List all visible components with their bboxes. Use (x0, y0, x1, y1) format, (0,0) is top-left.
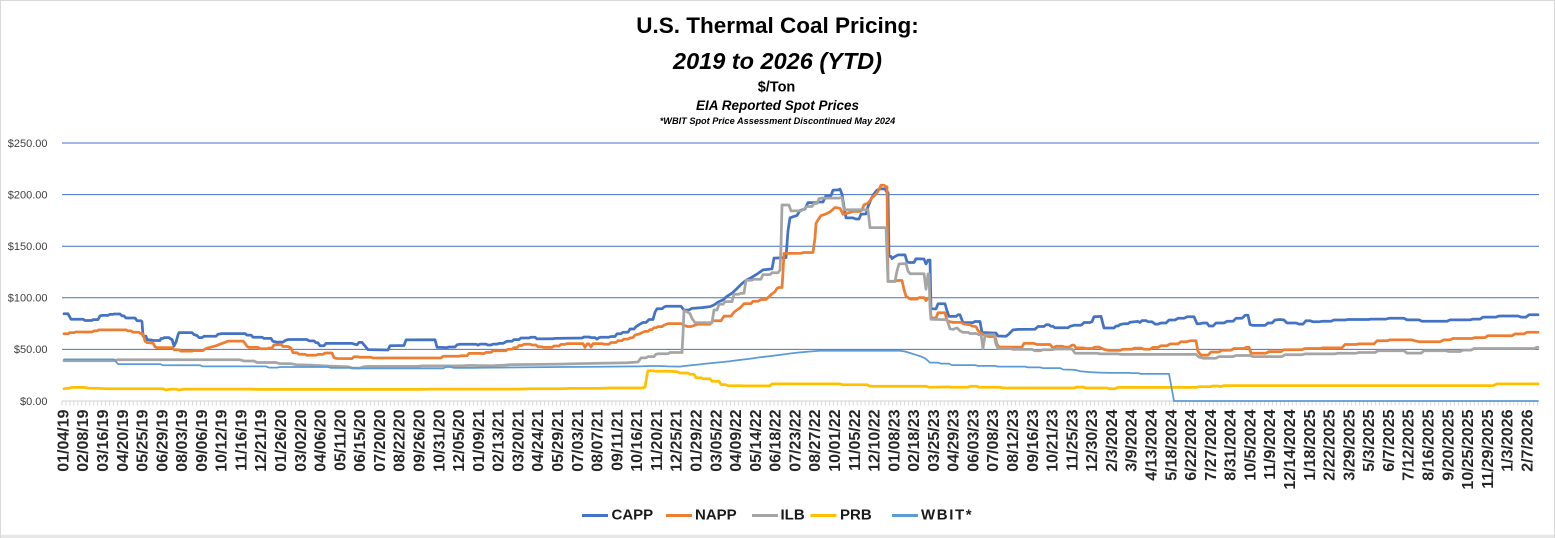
svg-text:8/16/2025: 8/16/2025 (1421, 409, 1438, 480)
svg-text:NAPP: NAPP (695, 507, 737, 524)
svg-text:*WBIT Spot Price Assessment Di: *WBIT Spot Price Assessment Discontinued… (660, 116, 896, 126)
svg-text:12/21/19: 12/21/19 (253, 409, 270, 471)
svg-text:03/16/19: 03/16/19 (95, 409, 112, 471)
svg-text:2019 to 2026 (YTD): 2019 to 2026 (YTD) (672, 48, 882, 74)
svg-text:EIA Reported Spot Prices: EIA Reported Spot Prices (696, 98, 860, 113)
svg-text:6/7/2025: 6/7/2025 (1381, 409, 1398, 471)
svg-text:8/31/2024: 8/31/2024 (1223, 409, 1240, 480)
svg-text:11/29/2025: 11/29/2025 (1480, 409, 1497, 488)
svg-text:$100.00: $100.00 (8, 293, 48, 305)
svg-text:05/25/19: 05/25/19 (135, 409, 152, 471)
svg-text:01/29/22: 01/29/22 (689, 409, 706, 471)
svg-text:12/25/21: 12/25/21 (669, 409, 686, 471)
svg-text:09/16/23: 09/16/23 (1025, 409, 1042, 471)
svg-text:1/18/2025: 1/18/2025 (1302, 409, 1319, 480)
svg-text:4/13/2024: 4/13/2024 (1144, 409, 1161, 480)
svg-text:08/27/22: 08/27/22 (807, 409, 824, 471)
svg-text:09/26/20: 09/26/20 (412, 409, 429, 471)
svg-text:02/13/21: 02/13/21 (491, 409, 508, 471)
svg-text:04/06/20: 04/06/20 (313, 409, 330, 471)
svg-text:9/20/2025: 9/20/2025 (1440, 409, 1457, 480)
svg-text:01/09/21: 01/09/21 (471, 409, 488, 471)
svg-text:03/25/23: 03/25/23 (926, 409, 943, 471)
svg-text:07/08/23: 07/08/23 (985, 409, 1002, 471)
svg-text:11/25/23: 11/25/23 (1064, 409, 1081, 471)
svg-text:CAPP: CAPP (612, 507, 654, 524)
svg-text:06/15/20: 06/15/20 (352, 409, 369, 471)
svg-text:10/21/23: 10/21/23 (1045, 409, 1062, 471)
svg-text:1/3/2026: 1/3/2026 (1500, 409, 1517, 471)
svg-text:03/05/22: 03/05/22 (708, 409, 725, 471)
svg-text:5/3/2025: 5/3/2025 (1361, 409, 1378, 471)
svg-text:07/20/20: 07/20/20 (372, 409, 389, 471)
svg-text:11/16/19: 11/16/19 (234, 409, 251, 471)
svg-text:05/14/22: 05/14/22 (748, 409, 765, 471)
svg-text:$250.00: $250.00 (8, 138, 48, 150)
svg-text:03/20/21: 03/20/21 (510, 409, 527, 471)
svg-text:12/30/23: 12/30/23 (1084, 409, 1101, 471)
svg-text:03/02/20: 03/02/20 (293, 409, 310, 471)
svg-text:11/05/22: 11/05/22 (847, 409, 864, 471)
svg-text:08/07/21: 08/07/21 (590, 409, 607, 471)
svg-text:01/26/20: 01/26/20 (273, 409, 290, 471)
svg-text:02/18/23: 02/18/23 (906, 409, 923, 471)
svg-text:3/9/2024: 3/9/2024 (1124, 409, 1141, 471)
svg-text:08/03/19: 08/03/19 (174, 409, 191, 471)
svg-text:7/27/2024: 7/27/2024 (1203, 409, 1220, 480)
svg-text:$200.00: $200.00 (8, 189, 48, 201)
svg-text:02/08/19: 02/08/19 (75, 409, 92, 471)
svg-text:04/29/23: 04/29/23 (946, 409, 963, 471)
svg-text:3/29/2025: 3/29/2025 (1341, 409, 1358, 480)
svg-text:08/12/23: 08/12/23 (1005, 409, 1022, 471)
svg-text:06/18/22: 06/18/22 (768, 409, 785, 471)
svg-text:$150.00: $150.00 (8, 241, 48, 253)
svg-text:11/20/21: 11/20/21 (649, 409, 666, 471)
svg-text:06/29/19: 06/29/19 (154, 409, 171, 471)
svg-text:07/23/22: 07/23/22 (787, 409, 804, 471)
svg-text:PRB: PRB (840, 507, 872, 524)
svg-text:04/20/19: 04/20/19 (115, 409, 132, 471)
svg-text:6/22/2024: 6/22/2024 (1183, 409, 1200, 480)
svg-text:5/18/2024: 5/18/2024 (1163, 409, 1180, 480)
svg-text:09/06/19: 09/06/19 (194, 409, 211, 471)
svg-text:07/03/21: 07/03/21 (570, 409, 587, 471)
svg-text:08/22/20: 08/22/20 (392, 409, 409, 471)
svg-text:$/Ton: $/Ton (758, 80, 796, 96)
svg-text:04/24/21: 04/24/21 (530, 409, 547, 471)
svg-text:01/08/23: 01/08/23 (886, 409, 903, 471)
svg-text:2/7/2026: 2/7/2026 (1519, 409, 1536, 471)
svg-text:11/9/2024: 11/9/2024 (1262, 409, 1279, 479)
svg-text:ILB: ILB (781, 507, 805, 524)
svg-text:2/22/2025: 2/22/2025 (1322, 409, 1339, 480)
svg-text:10/5/2024: 10/5/2024 (1242, 409, 1259, 480)
svg-text:05/11/20: 05/11/20 (332, 409, 349, 471)
svg-text:09/11/21: 09/11/21 (609, 409, 626, 471)
svg-text:10/31/20: 10/31/20 (431, 409, 448, 471)
svg-text:WBIT*: WBIT* (921, 507, 973, 524)
svg-text:12/14/2024: 12/14/2024 (1282, 409, 1299, 489)
svg-text:10/01/22: 10/01/22 (827, 409, 844, 471)
svg-text:05/29/21: 05/29/21 (550, 409, 567, 471)
svg-text:06/03/23: 06/03/23 (966, 409, 983, 471)
svg-text:7/12/2025: 7/12/2025 (1401, 409, 1418, 480)
svg-text:U.S. Thermal Coal Pricing:: U.S. Thermal Coal Pricing: (636, 13, 919, 38)
svg-text:01/04/19: 01/04/19 (55, 409, 72, 471)
svg-text:04/09/22: 04/09/22 (728, 409, 745, 471)
svg-text:$0.00: $0.00 (20, 396, 48, 408)
svg-text:12/05/20: 12/05/20 (451, 409, 468, 471)
svg-text:2/3/2024: 2/3/2024 (1104, 409, 1121, 471)
svg-text:$50.00: $50.00 (14, 344, 48, 356)
svg-text:10/25/2025: 10/25/2025 (1460, 409, 1477, 489)
svg-text:10/16/21: 10/16/21 (629, 409, 646, 471)
svg-text:12/10/22: 12/10/22 (867, 409, 884, 471)
svg-text:10/12/19: 10/12/19 (214, 409, 231, 471)
